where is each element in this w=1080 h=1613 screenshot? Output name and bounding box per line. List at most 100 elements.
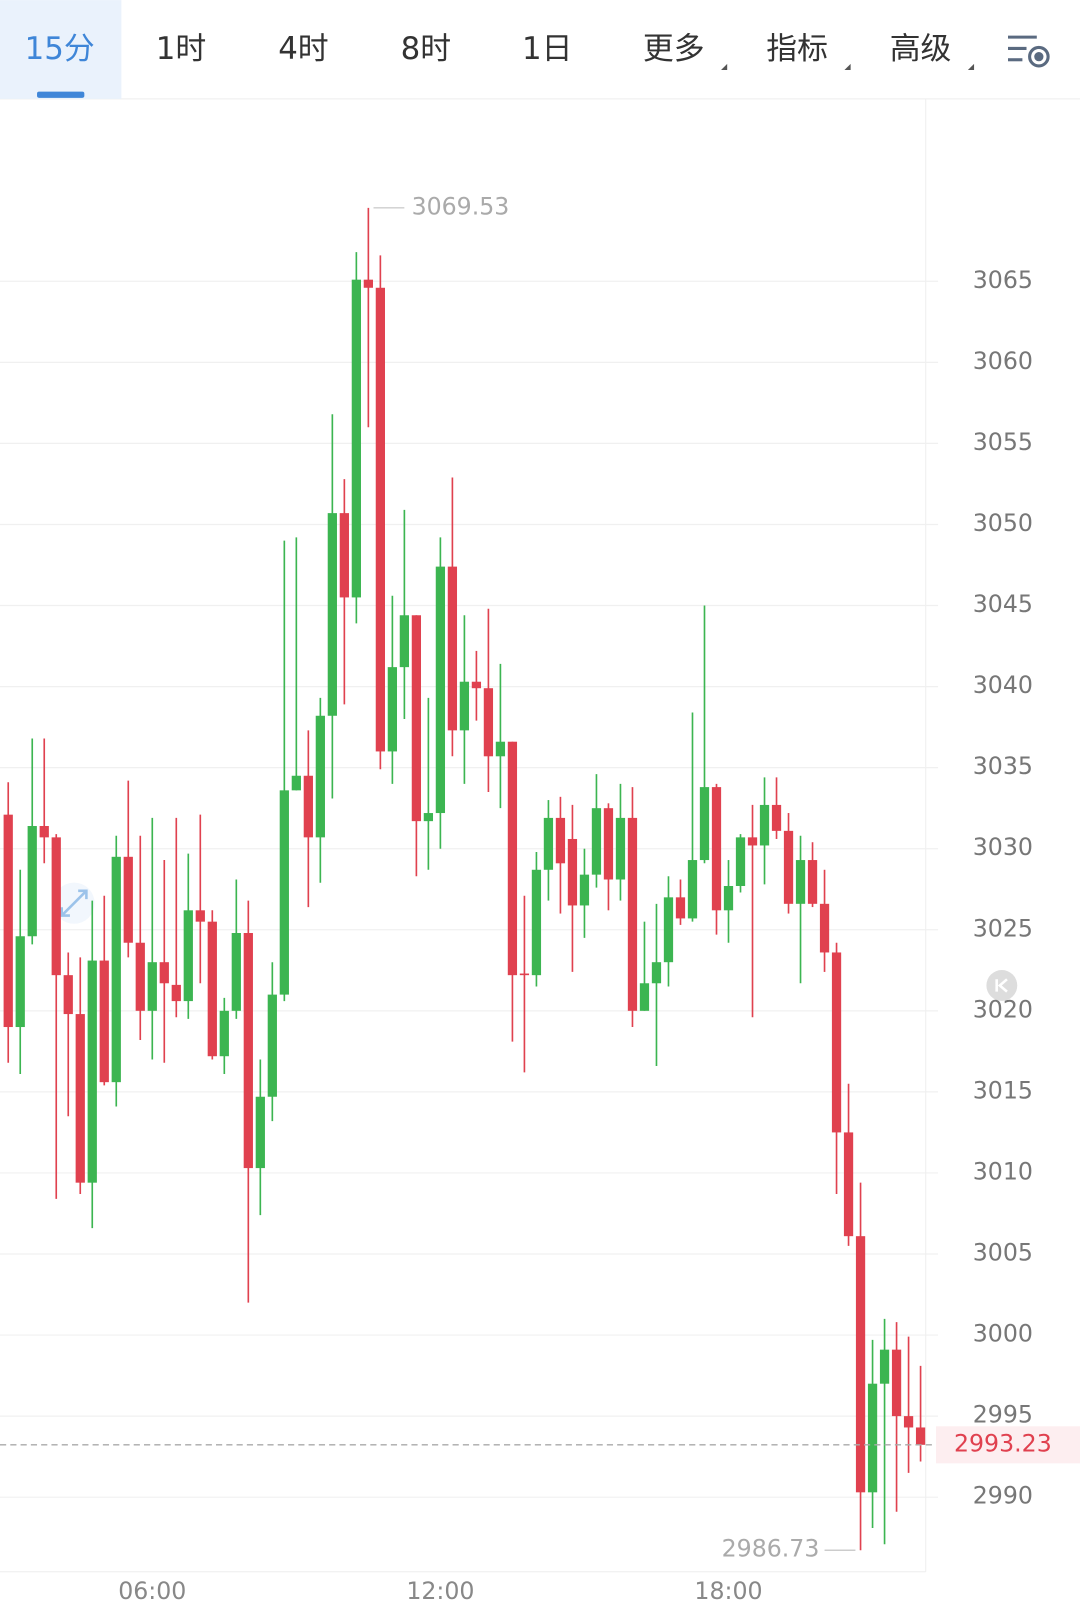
tab[interactable]: 15分 xyxy=(25,31,95,67)
candle-body xyxy=(639,983,650,1011)
candle-body xyxy=(99,960,109,1083)
candle-body xyxy=(471,681,482,689)
candle-body xyxy=(531,869,542,976)
candle-body xyxy=(819,903,830,953)
candle-body xyxy=(411,615,422,822)
labels: 2990 2995 3000 3005 3010 3015 3020 3025 3030 3035… xyxy=(0,192,1080,1605)
candle-body xyxy=(795,860,806,904)
y-tick-label: 3065 xyxy=(973,266,1033,294)
y-tick-label: 3035 xyxy=(973,752,1033,780)
candle-body xyxy=(231,933,241,1011)
candle-body xyxy=(519,973,530,976)
candle-body xyxy=(915,1427,926,1445)
high-label: 3069.53 xyxy=(412,192,510,220)
candle-body xyxy=(747,837,758,846)
tab[interactable]: 指标 xyxy=(766,31,828,67)
low-label: 2986.73 xyxy=(722,1535,820,1563)
candle-body xyxy=(675,897,686,919)
y-tick-label: 3005 xyxy=(973,1239,1033,1267)
candle-body xyxy=(711,787,722,911)
y-tick-label: 3050 xyxy=(973,509,1033,537)
candle-body xyxy=(387,667,398,752)
candle-body xyxy=(39,826,49,838)
candle-body xyxy=(75,1014,85,1183)
x-tick-label: 12:00 xyxy=(406,1577,474,1605)
candle-body xyxy=(363,279,373,288)
y-tick-label: 3020 xyxy=(973,995,1033,1023)
plot xyxy=(3,207,926,1551)
candle-body xyxy=(651,962,662,984)
last-price-bg xyxy=(936,1426,1080,1464)
candle-body xyxy=(699,787,710,861)
candle-body xyxy=(255,1096,265,1169)
candle-body xyxy=(579,874,590,906)
candle-body xyxy=(483,688,494,757)
candle-body xyxy=(15,936,25,1028)
y-tick-label: 2995 xyxy=(973,1401,1033,1429)
candle-body xyxy=(603,808,614,880)
y-tick-label: 3000 xyxy=(973,1320,1033,1348)
candle-body xyxy=(591,808,602,875)
candle-body xyxy=(735,837,746,886)
y-tick-label: 3015 xyxy=(973,1076,1033,1104)
candle-body xyxy=(51,837,61,976)
candle-body xyxy=(339,513,349,598)
candle-body xyxy=(771,804,782,831)
y-tick-label: 3010 xyxy=(973,1157,1033,1185)
candle-body xyxy=(171,984,181,1002)
candle-body xyxy=(399,615,410,668)
candle-body xyxy=(831,952,842,1133)
y-tick-label: 3040 xyxy=(973,671,1033,699)
candle-body xyxy=(759,804,770,846)
candle-body xyxy=(507,741,518,976)
grid xyxy=(0,280,939,1498)
candle-body xyxy=(147,962,157,1011)
candle-body xyxy=(903,1416,914,1428)
tab[interactable]: 8时 xyxy=(401,31,451,67)
candle-body xyxy=(435,566,446,814)
candle-body xyxy=(495,741,506,757)
candle-body xyxy=(3,814,13,1028)
candle-body xyxy=(123,856,133,943)
y-tick-label: 3025 xyxy=(973,914,1033,942)
last-price-label: 2993.23 xyxy=(954,1429,1052,1457)
candle-body xyxy=(87,960,97,1183)
tab[interactable]: 4时 xyxy=(278,31,328,67)
candle-body xyxy=(723,885,734,911)
candle-body xyxy=(111,856,121,1083)
candle-body xyxy=(867,1383,878,1493)
candle-body xyxy=(459,681,470,731)
tab[interactable]: 更多 xyxy=(643,31,705,67)
candle-body xyxy=(843,1132,854,1237)
x-tick-label: 06:00 xyxy=(118,1577,186,1605)
candle-body xyxy=(207,921,217,1057)
x-tick-label: 18:00 xyxy=(694,1577,762,1605)
tab[interactable]: 1日 xyxy=(522,31,572,67)
candle-body xyxy=(27,826,37,937)
candle-body xyxy=(315,715,325,838)
expand-icon[interactable] xyxy=(53,882,95,924)
candle-body xyxy=(63,975,73,1015)
candle-body xyxy=(327,513,337,716)
y-tick-label: 3060 xyxy=(973,347,1033,375)
candle-body xyxy=(195,910,205,922)
scroll-latest-button[interactable] xyxy=(986,970,1018,1001)
y-tick-label: 2990 xyxy=(973,1482,1033,1510)
candle-body xyxy=(267,994,277,1097)
settings-icon[interactable] xyxy=(1007,35,1050,68)
candle-body xyxy=(219,1010,229,1057)
candle-body xyxy=(543,817,554,870)
candle-body xyxy=(351,279,361,598)
tab[interactable]: 高级 xyxy=(890,31,952,67)
candle-body xyxy=(855,1236,866,1493)
candle-body xyxy=(615,817,626,880)
candle-body xyxy=(879,1349,890,1384)
y-tick-label: 3055 xyxy=(973,428,1033,456)
tab[interactable]: 1时 xyxy=(156,31,206,67)
active-tab-indicator xyxy=(37,91,85,98)
candle-body xyxy=(627,817,638,1011)
active-tab-bg xyxy=(0,0,122,99)
toolbar xyxy=(0,0,1080,99)
